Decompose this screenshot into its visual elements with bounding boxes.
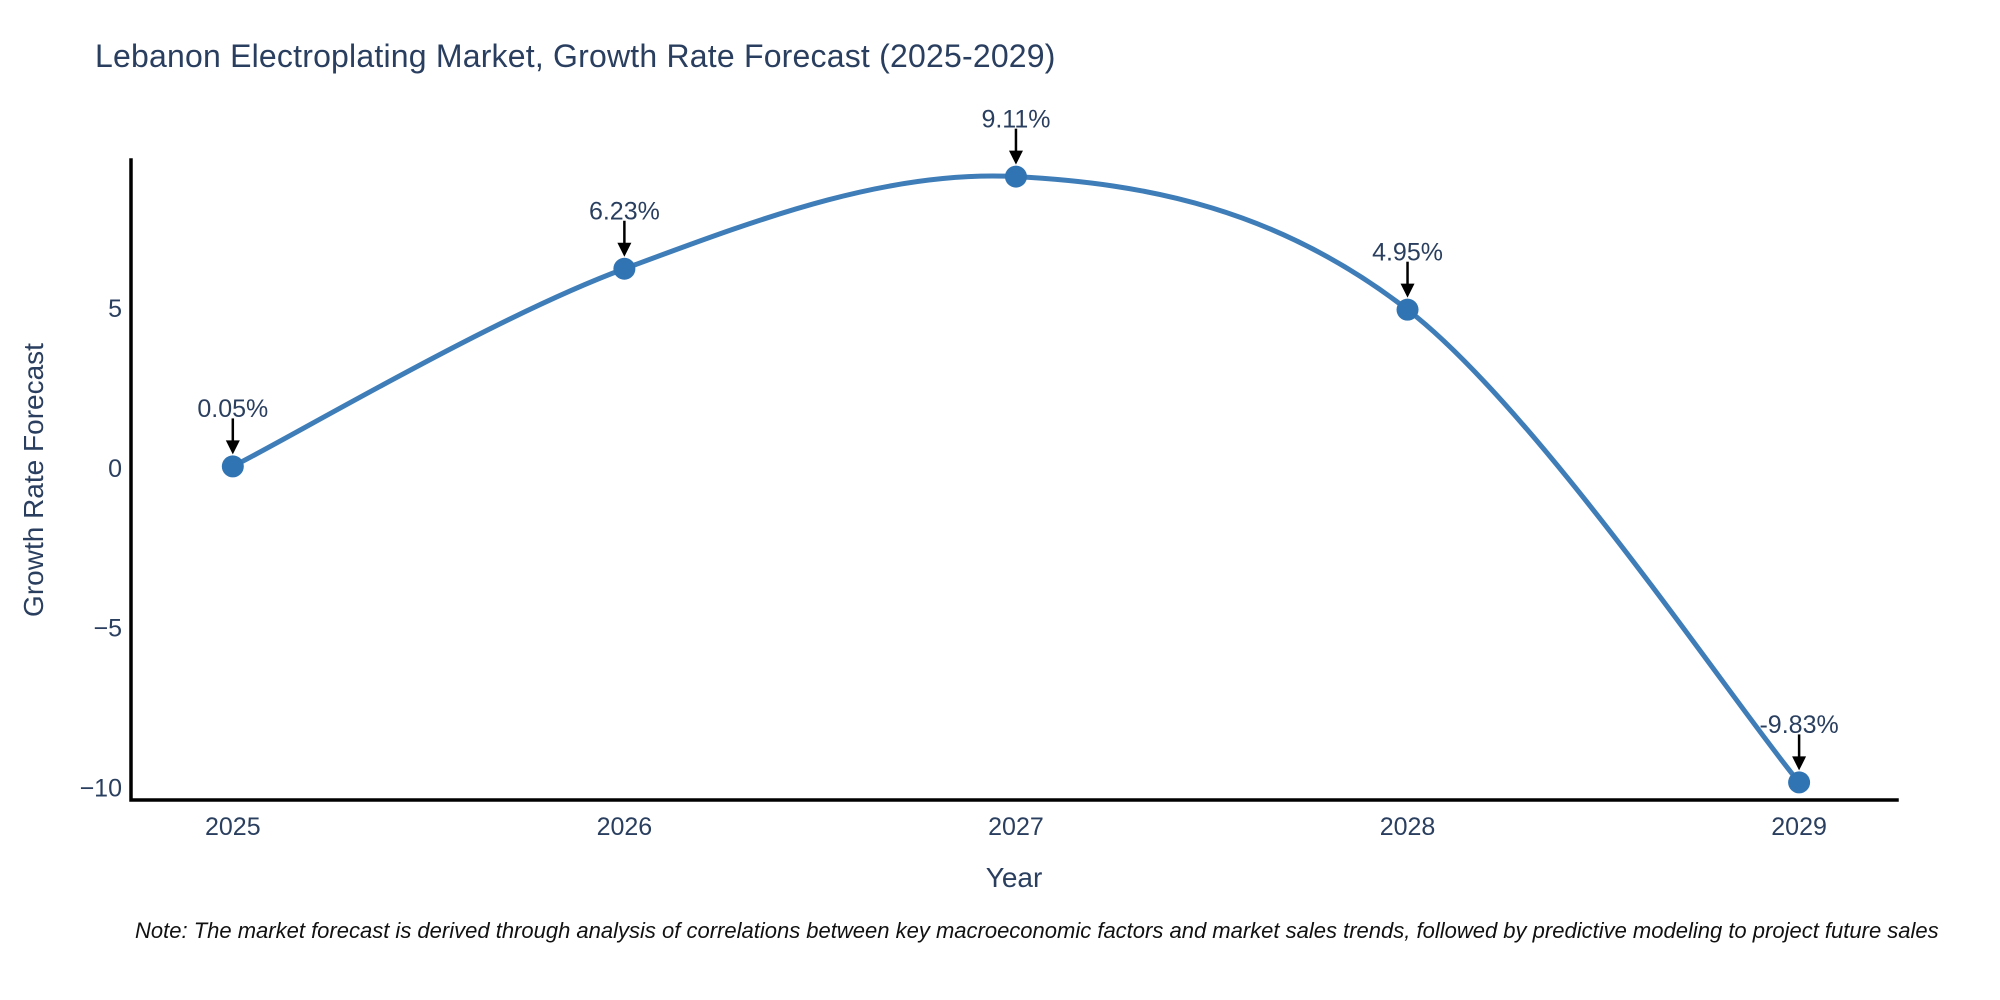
data-point-label: 0.05% <box>197 395 268 423</box>
data-point-marker <box>1004 165 1027 188</box>
data-point-label: 9.11% <box>981 105 1050 133</box>
x-tick-label: 2028 <box>1380 813 1436 841</box>
annotation-arrowhead-icon <box>1008 150 1023 165</box>
data-point-label: 4.95% <box>1372 238 1443 266</box>
annotation-arrowhead-icon <box>1792 756 1807 771</box>
y-tick-label: 5 <box>108 295 122 323</box>
data-point-marker <box>1396 298 1419 321</box>
annotation-arrowhead-icon <box>225 440 240 455</box>
data-point-marker <box>613 257 636 280</box>
data-point-label: -9.83% <box>1759 711 1838 739</box>
x-tick-label: 2026 <box>597 813 653 841</box>
x-tick-label: 2027 <box>988 813 1044 841</box>
x-axis-title: Year <box>985 862 1043 893</box>
x-tick-label: 2029 <box>1771 813 1827 841</box>
data-point-label: 6.23% <box>589 197 660 225</box>
x-tick-label: 2025 <box>205 813 261 841</box>
chart-title: Lebanon Electroplating Market, Growth Ra… <box>95 38 1056 74</box>
footnote: Note: The market forecast is derived thr… <box>135 918 1939 943</box>
line-series <box>230 173 1802 785</box>
y-tick-label: −10 <box>80 775 122 803</box>
y-tick-label: −5 <box>93 615 122 643</box>
data-point-marker <box>1788 771 1811 794</box>
axis-lines <box>129 158 1899 802</box>
y-tick-label: 0 <box>108 455 122 483</box>
data-point-marker <box>221 455 244 478</box>
annotation-arrowhead-icon <box>1400 283 1415 298</box>
annotation-arrowhead-icon <box>617 242 632 257</box>
